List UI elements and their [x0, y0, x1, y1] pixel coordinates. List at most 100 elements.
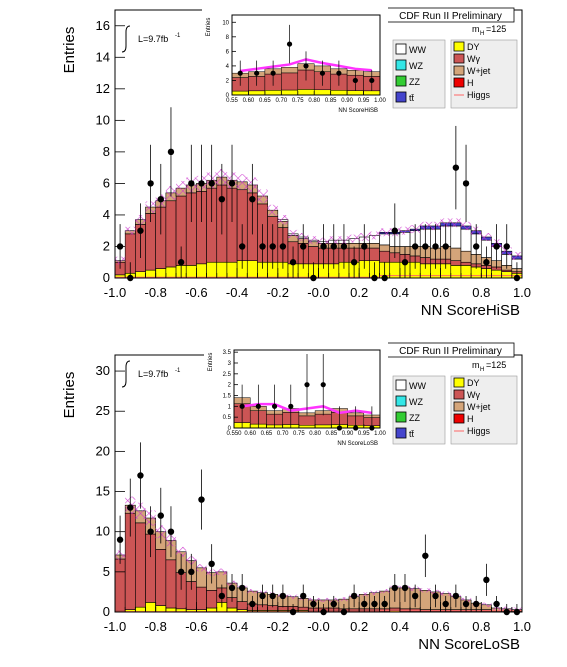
- inset-data-point: [237, 70, 243, 76]
- legend-swatch: [395, 75, 407, 87]
- data-point: [177, 568, 185, 576]
- inset-x-tick-label: 0.90: [342, 431, 354, 437]
- inset-x-axis-label: NN ScoreLoSB: [337, 441, 378, 447]
- uncertainty-band: [450, 218, 461, 228]
- stack-bar-dy: [246, 260, 258, 279]
- stack-bar-wgamma: [206, 590, 218, 609]
- inset-stack-bar: [346, 90, 364, 96]
- luminosity-exponent: -1: [175, 368, 181, 374]
- data-point: [361, 243, 368, 250]
- data-point: [422, 552, 429, 559]
- legend-label: Higgs: [467, 90, 491, 100]
- data-point: [188, 180, 195, 187]
- data-point: [483, 259, 490, 266]
- inset-x-tick-label: 0.60: [243, 98, 255, 104]
- uncertainty-band: [237, 174, 248, 190]
- inset-stack-bar: [231, 90, 249, 96]
- data-point: [147, 180, 154, 187]
- stack-bar-wjet: [419, 590, 431, 610]
- legend-swatch: [453, 65, 465, 76]
- inset-y-tick-label: 0.5: [223, 415, 232, 421]
- data-point: [452, 592, 460, 600]
- uncertainty-band: [338, 597, 350, 602]
- data-point: [310, 600, 317, 608]
- data-point: [432, 243, 439, 250]
- inset-stack-bar: [330, 90, 348, 96]
- chart-title: CDF Run II Preliminary: [399, 346, 502, 357]
- legend-swatch: [453, 77, 465, 88]
- inset-data-point: [270, 70, 276, 76]
- y-tick-label: 16: [96, 18, 110, 33]
- inset-data-point: [336, 70, 342, 76]
- legend-swatch: [395, 411, 407, 423]
- integral-symbol: [121, 360, 131, 388]
- inset-data-point: [254, 70, 260, 76]
- legend-label: tt̄: [409, 429, 415, 439]
- legend-label: ZZ: [409, 77, 420, 87]
- y-tick-label: 25: [96, 403, 110, 418]
- data-point: [462, 180, 470, 187]
- uncertainty-band: [318, 597, 329, 602]
- inset-x-tick-label: 0.65: [261, 431, 273, 437]
- y-tick-label: 20: [96, 443, 110, 458]
- inset-x-tick-label: 1.00: [374, 98, 386, 104]
- data-point: [503, 243, 510, 250]
- inset-background: [204, 342, 388, 448]
- uncertainty-band: [267, 204, 278, 216]
- inset-data-point: [369, 77, 375, 84]
- legend-label: Wγ: [467, 390, 480, 400]
- data-point: [330, 600, 337, 608]
- inset-stack-bar: [264, 90, 282, 96]
- stack-bar-wgamma: [165, 200, 177, 268]
- stack-bar-wgamma: [308, 246, 319, 265]
- data-point: [473, 600, 480, 608]
- y-tick-label: 0: [103, 270, 110, 285]
- data-point: [208, 560, 215, 568]
- legend-label: WW: [409, 45, 426, 55]
- data-point: [300, 592, 307, 600]
- legend-label: tt̄: [409, 93, 415, 103]
- x-tick-label: 0.4: [391, 619, 409, 634]
- uncertainty-band: [379, 589, 390, 594]
- data-point: [157, 195, 164, 203]
- data-point: [127, 504, 134, 511]
- x-tick-label: -0.4: [226, 285, 248, 300]
- data-point: [371, 600, 378, 608]
- inset-y-tick-label: 3: [228, 361, 232, 367]
- data-point: [269, 243, 276, 250]
- data-point: [228, 180, 236, 187]
- data-point: [177, 259, 185, 266]
- inset-stack-bar: [297, 89, 315, 96]
- stack-bar-wgamma: [460, 261, 472, 266]
- uncertainty-band: [440, 591, 451, 596]
- inset-data-point: [352, 77, 358, 84]
- data-point: [218, 195, 226, 203]
- inset-stack-bar: [281, 72, 299, 91]
- uncertainty-band: [511, 251, 522, 260]
- y-axis-label: Entries: [61, 372, 78, 419]
- uncertainty-band: [176, 180, 187, 196]
- data-point: [493, 243, 500, 250]
- inset-y-tick-label: 2.5: [223, 372, 232, 378]
- x-tick-label: 0.2: [350, 285, 368, 300]
- y-tick-label: 2: [103, 238, 110, 253]
- higgs-mass-subscript: H: [480, 31, 484, 37]
- x-tick-label: 0.8: [472, 619, 490, 634]
- stack-bar-wgamma: [297, 606, 309, 611]
- data-point: [218, 592, 226, 600]
- stack-bar-wgamma: [155, 549, 167, 606]
- higgs-mass-symbol: m: [472, 24, 480, 34]
- legend-swatch: [453, 389, 465, 400]
- stack-bar-dy: [145, 602, 156, 613]
- legend-label: W+jet: [467, 402, 491, 412]
- inset-y-tick-label: 0: [226, 93, 230, 99]
- stack-bar-wgamma: [389, 607, 401, 611]
- legend-label: DY: [467, 42, 480, 52]
- stack-bar-dy: [155, 268, 167, 279]
- stack-bar-wgamma: [348, 608, 360, 612]
- x-tick-label: -0.0: [307, 285, 329, 300]
- legend-swatch: [395, 43, 407, 55]
- legend-label: WZ: [409, 61, 423, 71]
- inset-stack-bar: [248, 90, 266, 96]
